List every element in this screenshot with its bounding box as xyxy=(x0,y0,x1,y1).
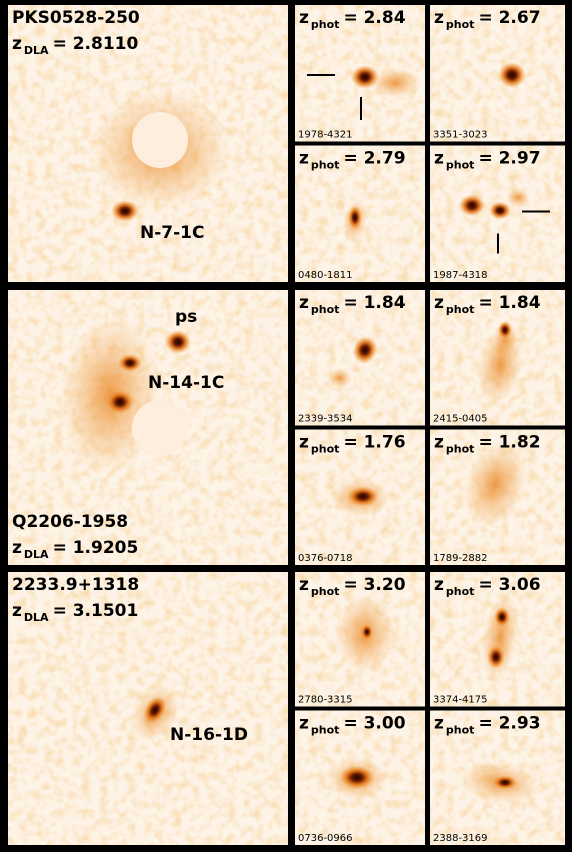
object-id: 3351-3023 xyxy=(433,130,488,141)
symbol: z xyxy=(299,714,309,734)
source xyxy=(361,624,373,640)
object-label: N-16-1D xyxy=(170,725,248,745)
value: = 1.9205 xyxy=(53,538,139,558)
object-id: 1978-4321 xyxy=(298,130,353,141)
page: PKS0528-250zDLA= 2.8110N-7-1Czphot= 2.84… xyxy=(0,0,572,852)
source xyxy=(347,487,379,507)
source xyxy=(459,195,485,217)
value: = 1.82 xyxy=(478,433,540,453)
symbol: z xyxy=(299,8,309,28)
source xyxy=(506,188,530,208)
symbol: z xyxy=(299,149,309,169)
subscript: DLA xyxy=(24,44,49,57)
source xyxy=(348,206,362,230)
subscript: DLA xyxy=(24,548,49,561)
subscript: phot xyxy=(311,443,340,456)
value: = 3.20 xyxy=(343,575,405,595)
subscript: phot xyxy=(311,303,340,316)
symbol: z xyxy=(434,8,444,28)
symbol: z xyxy=(299,293,309,313)
object-id: 2780-3315 xyxy=(298,695,353,706)
symbol: z xyxy=(12,34,22,54)
object-id: 2339-3534 xyxy=(298,414,353,425)
subscript: phot xyxy=(311,18,340,31)
subscript: DLA xyxy=(24,611,49,624)
masked-star xyxy=(132,112,188,168)
object-id: 2415-0405 xyxy=(433,414,488,425)
value: = 3.00 xyxy=(343,714,405,734)
symbol: z xyxy=(12,601,22,621)
source xyxy=(370,68,420,98)
field-name: 2233.9+1318 xyxy=(12,575,139,595)
source xyxy=(494,607,510,627)
symbol: z xyxy=(434,293,444,313)
symbol: z xyxy=(299,575,309,595)
source xyxy=(493,776,517,790)
object-id: 0480-1811 xyxy=(298,270,353,281)
object-label: N-7-1C xyxy=(140,223,204,243)
symbol: z xyxy=(12,538,22,558)
object-id: 1789-2882 xyxy=(433,553,488,564)
source xyxy=(498,321,512,339)
value: = 2.93 xyxy=(478,714,540,734)
source xyxy=(118,354,142,372)
value: = 3.06 xyxy=(478,575,540,595)
source xyxy=(339,766,375,790)
source xyxy=(106,390,134,414)
value: = 2.79 xyxy=(343,149,405,169)
value: = 1.76 xyxy=(343,433,405,453)
value: = 1.84 xyxy=(343,293,405,313)
subscript: phot xyxy=(311,724,340,737)
subscript: phot xyxy=(446,159,475,172)
object-id: 0736-0966 xyxy=(298,833,353,844)
symbol: z xyxy=(434,433,444,453)
field-name: Q2206-1958 xyxy=(12,512,128,532)
source xyxy=(487,645,505,669)
value: = 2.67 xyxy=(478,8,540,28)
subscript: phot xyxy=(311,585,340,598)
source xyxy=(489,202,511,220)
subscript: phot xyxy=(311,159,340,172)
subscript: phot xyxy=(446,585,475,598)
object-id: 1987-4318 xyxy=(433,270,488,281)
value: = 2.97 xyxy=(478,149,540,169)
object-id: 0376-0718 xyxy=(298,553,353,564)
object-id: 3374-4175 xyxy=(433,695,488,706)
symbol: z xyxy=(299,433,309,453)
object-label: N-14-1C xyxy=(148,373,224,393)
value: = 2.84 xyxy=(343,8,405,28)
subscript: phot xyxy=(446,724,475,737)
value: = 1.84 xyxy=(478,293,540,313)
object-label: ps xyxy=(175,307,197,327)
field-name: PKS0528-250 xyxy=(12,8,140,28)
value: = 3.1501 xyxy=(53,601,139,621)
symbol: z xyxy=(434,149,444,169)
subscript: phot xyxy=(446,18,475,31)
symbol: z xyxy=(434,575,444,595)
subscript: phot xyxy=(446,303,475,316)
source xyxy=(165,330,191,354)
object-id: 2388-3169 xyxy=(433,833,488,844)
masked-star xyxy=(132,400,188,456)
subscript: phot xyxy=(446,443,475,456)
source xyxy=(498,62,526,88)
figure: PKS0528-250zDLA= 2.8110N-7-1Czphot= 2.84… xyxy=(0,0,572,852)
value: = 2.8110 xyxy=(53,34,139,54)
source xyxy=(328,368,352,388)
symbol: z xyxy=(434,714,444,734)
